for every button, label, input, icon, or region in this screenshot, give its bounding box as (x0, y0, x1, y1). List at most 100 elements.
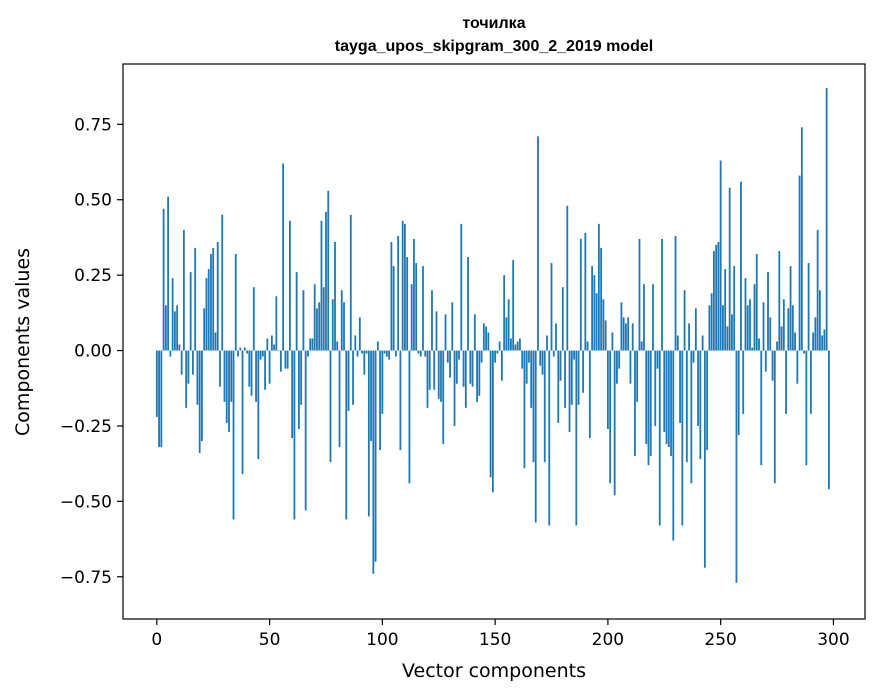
bar-270 (764, 350, 767, 372)
chart-subtitle: tayga_upos_skipgram_300_2_2019 model (335, 38, 653, 55)
bar-42 (250, 350, 253, 396)
bar-226 (665, 350, 668, 445)
bar-54 (277, 350, 280, 352)
bar-78 (331, 299, 334, 351)
bar-261 (744, 278, 747, 351)
bar-31 (225, 350, 228, 423)
bar-86 (349, 214, 352, 351)
bar-26 (214, 332, 217, 351)
bar-185 (573, 350, 575, 360)
bar-48 (264, 350, 266, 390)
bar-6 (169, 350, 172, 357)
bar-278 (782, 299, 785, 351)
plot-frame (122, 63, 866, 620)
bar-37 (239, 347, 242, 351)
bar-126 (440, 350, 442, 402)
bar-153 (500, 350, 503, 381)
y-tick-label: 0.50 (74, 191, 112, 211)
bar-143 (478, 350, 481, 396)
bar-119 (424, 350, 427, 357)
bar-108 (399, 350, 402, 451)
bar-92 (363, 350, 366, 375)
bar-229 (672, 350, 675, 541)
bar-115 (415, 263, 418, 351)
bar-177 (555, 323, 557, 351)
bar-196 (597, 223, 600, 351)
bar-140 (471, 350, 474, 387)
bar-101 (383, 350, 386, 354)
bar-144 (480, 350, 483, 363)
bar-85 (347, 350, 350, 411)
bar-291 (812, 332, 815, 351)
bar-259 (740, 181, 742, 351)
bar-192 (588, 350, 591, 439)
bar-117 (419, 350, 422, 357)
bar-267 (758, 338, 760, 351)
bar-282 (791, 305, 794, 351)
bar-255 (731, 314, 733, 351)
bar-242 (701, 335, 704, 351)
bar-131 (451, 302, 454, 351)
bar-56 (282, 163, 285, 351)
bar-249 (717, 241, 720, 351)
bar-188 (579, 238, 582, 351)
bar-95 (370, 350, 372, 442)
bar-257 (735, 350, 738, 583)
bar-80 (336, 341, 339, 351)
bar-161 (519, 338, 521, 351)
bar-22 (205, 278, 208, 351)
bar-137 (464, 350, 467, 408)
bar-164 (525, 350, 528, 384)
bar-146 (485, 326, 487, 351)
bar-245 (708, 305, 711, 351)
bar-273 (771, 350, 774, 381)
bar-252 (724, 269, 727, 351)
bar-3 (162, 208, 165, 351)
bar-21 (203, 308, 206, 351)
bar-203 (613, 350, 616, 496)
bar-174 (548, 350, 551, 526)
bar-76 (327, 190, 330, 351)
bar-253 (726, 326, 729, 351)
bar-45 (257, 350, 260, 460)
bar-50 (268, 350, 271, 384)
bar-213 (636, 350, 639, 402)
bar-66 (304, 350, 307, 511)
bar-286 (800, 127, 803, 351)
bars-layer (155, 88, 830, 583)
y-axis-label: Components values (12, 248, 34, 436)
bar-288 (805, 350, 808, 466)
bar-145 (482, 323, 485, 351)
bar-260 (742, 350, 745, 414)
bar-121 (428, 350, 431, 390)
bar-176 (552, 350, 555, 357)
bar-158 (512, 260, 515, 351)
bar-218 (647, 350, 650, 466)
bar-67 (307, 350, 309, 357)
bar-83 (343, 302, 345, 351)
bar-52 (273, 344, 275, 351)
bar-285 (798, 175, 801, 351)
bar-298 (828, 350, 830, 490)
bar-12 (182, 229, 185, 351)
bar-72 (318, 302, 321, 351)
bar-183 (568, 350, 571, 432)
bar-40 (246, 350, 248, 354)
bar-159 (514, 344, 517, 351)
bar-224 (661, 238, 663, 351)
bar-94 (367, 350, 370, 517)
bar-181 (564, 350, 566, 408)
bar-157 (510, 338, 512, 351)
bar-19 (198, 350, 201, 454)
bar-292 (814, 317, 817, 351)
bar-102 (385, 350, 388, 357)
bar-237 (690, 350, 693, 484)
bar-294 (818, 290, 821, 351)
x-tick-label: 200 (592, 630, 624, 650)
bar-35 (234, 254, 237, 351)
bar-25 (212, 247, 215, 351)
bar-195 (595, 293, 598, 351)
bar-14 (187, 350, 190, 384)
bar-63 (298, 350, 300, 429)
bar-154 (503, 275, 506, 351)
